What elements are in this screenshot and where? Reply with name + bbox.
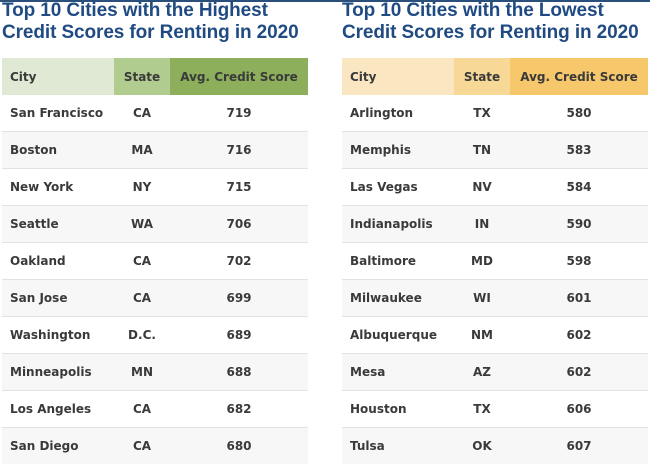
table-row: Indianapolis IN 590 (342, 206, 648, 243)
cell-score: 607 (510, 428, 648, 464)
table-row: Baltimore MD 598 (342, 243, 648, 280)
cell-score: 590 (510, 206, 648, 243)
table-row: Arlington TX 580 (342, 95, 648, 132)
cell-state: NY (114, 169, 170, 206)
cell-city: Indianapolis (342, 206, 454, 243)
table-row: Washington D.C. 689 (2, 317, 308, 354)
cell-state: TX (454, 391, 510, 428)
header-state: State (114, 58, 170, 95)
cell-score: 719 (170, 95, 308, 132)
cell-score: 580 (510, 95, 648, 132)
cell-city: Las Vegas (342, 169, 454, 206)
table-header-row: City State Avg. Credit Score (342, 58, 648, 95)
table-row: Seattle WA 706 (2, 206, 308, 243)
table-row: Los Angeles CA 682 (2, 391, 308, 428)
cell-state: MA (114, 132, 170, 169)
cell-city: San Diego (2, 428, 114, 464)
cell-state: CA (114, 428, 170, 464)
cell-score: 688 (170, 354, 308, 391)
header-city: City (2, 58, 114, 95)
title-line-2: Credit Scores for Renting in 2020 (342, 22, 650, 44)
cell-state: NM (454, 317, 510, 354)
cell-state: IN (454, 206, 510, 243)
cell-score: 680 (170, 428, 308, 464)
cell-state: MD (454, 243, 510, 280)
header-city: City (342, 58, 454, 95)
table-row: Houston TX 606 (342, 391, 648, 428)
cell-state: AZ (454, 354, 510, 391)
cell-state: MN (114, 354, 170, 391)
cell-score: 689 (170, 317, 308, 354)
cell-score: 715 (170, 169, 308, 206)
table-row: New York NY 715 (2, 169, 308, 206)
cell-score: 606 (510, 391, 648, 428)
table-row: Mesa AZ 602 (342, 354, 648, 391)
cell-score: 602 (510, 354, 648, 391)
cell-state: D.C. (114, 317, 170, 354)
cell-score: 598 (510, 243, 648, 280)
table-row: San Diego CA 680 (2, 428, 308, 464)
cell-score: 682 (170, 391, 308, 428)
cell-score: 601 (510, 280, 648, 317)
cell-city: Tulsa (342, 428, 454, 464)
table-header-row: City State Avg. Credit Score (2, 58, 308, 95)
cell-score: 583 (510, 132, 648, 169)
table-row: Milwaukee WI 601 (342, 280, 648, 317)
cell-score: 706 (170, 206, 308, 243)
cell-city: New York (2, 169, 114, 206)
lowest-scores-table: City State Avg. Credit Score Arlington T… (342, 58, 648, 464)
cell-state: CA (114, 280, 170, 317)
cell-score: 602 (510, 317, 648, 354)
title-line-1: Top 10 Cities with the Highest (2, 0, 310, 22)
lowest-scores-title: Top 10 Cities with the Lowest Credit Sco… (342, 0, 650, 58)
cell-city: Washington (2, 317, 114, 354)
table-row: Memphis TN 583 (342, 132, 648, 169)
cell-city: Albuquerque (342, 317, 454, 354)
cell-city: Los Angeles (2, 391, 114, 428)
cell-state: TX (454, 95, 510, 132)
cell-state: CA (114, 95, 170, 132)
table-row: San Jose CA 699 (2, 280, 308, 317)
cell-score: 584 (510, 169, 648, 206)
cell-city: San Jose (2, 280, 114, 317)
cell-city: Minneapolis (2, 354, 114, 391)
header-state: State (454, 58, 510, 95)
table-row: Minneapolis MN 688 (2, 354, 308, 391)
cell-state: NV (454, 169, 510, 206)
highest-scores-title: Top 10 Cities with the Highest Credit Sc… (2, 0, 310, 58)
cell-state: OK (454, 428, 510, 464)
highest-scores-table: City State Avg. Credit Score San Francis… (2, 58, 308, 464)
cell-score: 699 (170, 280, 308, 317)
title-line-1: Top 10 Cities with the Lowest (342, 0, 650, 22)
cell-city: San Francisco (2, 95, 114, 132)
header-avg-credit-score: Avg. Credit Score (170, 58, 308, 95)
table-row: Oakland CA 702 (2, 243, 308, 280)
cell-city: Oakland (2, 243, 114, 280)
lowest-scores-panel: Top 10 Cities with the Lowest Credit Sco… (342, 0, 650, 464)
cell-city: Arlington (342, 95, 454, 132)
cell-city: Seattle (2, 206, 114, 243)
table-row: Tulsa OK 607 (342, 428, 648, 464)
header-avg-credit-score: Avg. Credit Score (510, 58, 648, 95)
table-row: Albuquerque NM 602 (342, 317, 648, 354)
table-row: Las Vegas NV 584 (342, 169, 648, 206)
cell-city: Milwaukee (342, 280, 454, 317)
table-row: San Francisco CA 719 (2, 95, 308, 132)
cell-score: 716 (170, 132, 308, 169)
cell-state: CA (114, 391, 170, 428)
table-row: Boston MA 716 (2, 132, 308, 169)
cell-state: WA (114, 206, 170, 243)
highest-scores-panel: Top 10 Cities with the Highest Credit Sc… (2, 0, 310, 464)
cell-city: Memphis (342, 132, 454, 169)
cell-state: CA (114, 243, 170, 280)
cell-state: WI (454, 280, 510, 317)
cell-score: 702 (170, 243, 308, 280)
cell-state: TN (454, 132, 510, 169)
cell-city: Boston (2, 132, 114, 169)
cell-city: Baltimore (342, 243, 454, 280)
title-line-2: Credit Scores for Renting in 2020 (2, 22, 310, 44)
cell-city: Houston (342, 391, 454, 428)
cell-city: Mesa (342, 354, 454, 391)
